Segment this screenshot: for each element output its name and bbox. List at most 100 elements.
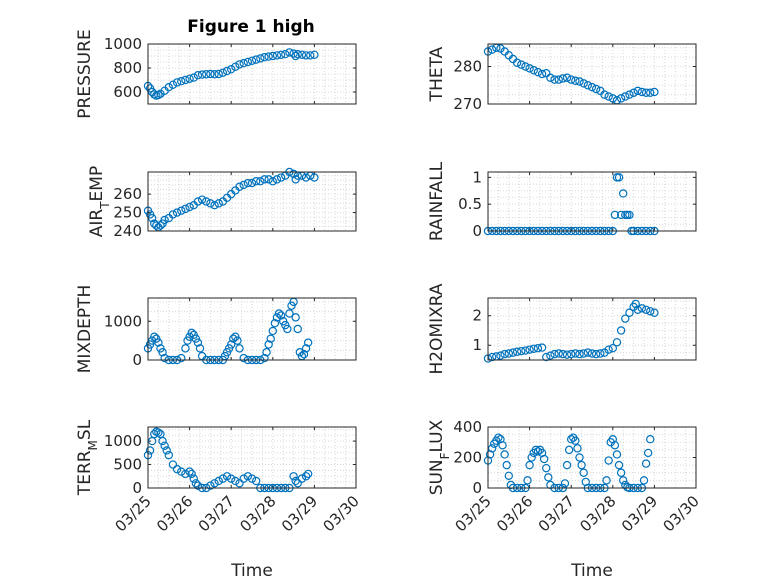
data-point: [235, 479, 244, 488]
y-tick-label: 1000: [104, 312, 142, 330]
y-tick-label: 270: [453, 95, 482, 113]
data-point: [571, 349, 580, 358]
data-point: [523, 476, 532, 485]
data-point: [289, 169, 298, 179]
data-point: [276, 173, 286, 182]
data-point: [564, 445, 574, 455]
data-point: [637, 304, 647, 313]
data-point: [264, 175, 273, 184]
data-point: [562, 73, 572, 82]
data-point: [579, 468, 588, 477]
data-point: [206, 69, 215, 79]
data-point: [591, 349, 601, 359]
data-point: [487, 444, 497, 453]
data-point: [214, 476, 223, 486]
data-point: [487, 352, 497, 362]
data-point: [571, 436, 580, 445]
data-point: [156, 221, 165, 230]
data-point: [502, 460, 511, 470]
data-point: [189, 73, 198, 82]
data-point: [154, 428, 163, 437]
data-point: [210, 70, 219, 79]
data-point: [251, 476, 261, 486]
data-point: [160, 215, 169, 225]
data-point: [164, 82, 173, 92]
axes-border: [487, 43, 697, 105]
data-point: [504, 349, 513, 358]
data-point: [542, 69, 551, 78]
data-point: [525, 460, 534, 470]
data-point: [226, 64, 236, 74]
data-point: [604, 92, 613, 101]
data-point: [145, 446, 155, 455]
data-point: [272, 175, 282, 184]
data-point: [637, 87, 647, 97]
data-point: [550, 349, 559, 359]
data-point: [177, 353, 186, 363]
y-tick-label: 600: [113, 83, 142, 101]
y-axis-label: RAINFALL: [427, 161, 447, 241]
data-point: [268, 177, 277, 186]
data-point: [500, 450, 509, 459]
data-point: [596, 349, 605, 358]
data-point: [202, 70, 211, 79]
data-point: [291, 313, 300, 322]
y-tick-label: 0: [132, 351, 142, 369]
data-point: [264, 340, 273, 349]
data-point: [154, 338, 163, 347]
y-axis-label: AIRTEMP: [87, 166, 112, 237]
y-tick-label: 0: [472, 222, 482, 240]
y-axis-label: PRESSURE: [75, 29, 95, 118]
data-point: [222, 472, 232, 481]
data-point: [274, 309, 284, 318]
data-point: [218, 68, 228, 78]
data-point: [168, 80, 178, 90]
data-point: [235, 182, 244, 191]
data-point: [293, 50, 302, 59]
data-point: [197, 70, 207, 79]
data-point: [268, 51, 277, 61]
data-point: [558, 74, 568, 83]
data-point: [243, 57, 253, 67]
data-point: [616, 94, 626, 103]
data-point: [247, 56, 257, 66]
data-point: [293, 324, 302, 334]
data-point: [243, 178, 253, 188]
data-point: [285, 309, 294, 318]
data-point: [616, 468, 626, 477]
y-tick-label: 1000: [104, 35, 142, 53]
x-axis-label: Time: [570, 561, 613, 581]
data-point: [266, 334, 275, 343]
data-point: [158, 348, 167, 357]
data-point: [529, 344, 538, 353]
data-point: [575, 77, 584, 86]
data-point: [633, 305, 642, 315]
data-point: [583, 81, 593, 90]
data-point: [643, 448, 653, 458]
data-point: [239, 353, 248, 363]
data-point: [558, 349, 568, 359]
data-point: [614, 460, 624, 470]
data-point: [283, 324, 292, 334]
data-point: [181, 75, 190, 85]
subplot-4: 0 0.5 1 RAINFALL: [427, 161, 697, 241]
data-point: [554, 349, 563, 358]
data-point: [181, 204, 190, 214]
data-point: [256, 177, 265, 186]
data-point: [517, 60, 526, 69]
data-point: [629, 88, 638, 97]
data-point: [546, 351, 555, 360]
data-point: [625, 90, 634, 99]
data-point: [498, 441, 507, 450]
data-point: [496, 351, 505, 360]
data-point: [310, 173, 319, 182]
data-point: [567, 435, 576, 444]
data-point: [610, 441, 620, 450]
y-tick-label: 1000: [104, 432, 142, 450]
data-point: [218, 474, 228, 483]
data-point: [260, 53, 269, 62]
data-point: [160, 441, 169, 450]
data-point: [231, 62, 240, 72]
y-tick-label: 0: [472, 479, 482, 497]
data-point: [150, 429, 159, 439]
